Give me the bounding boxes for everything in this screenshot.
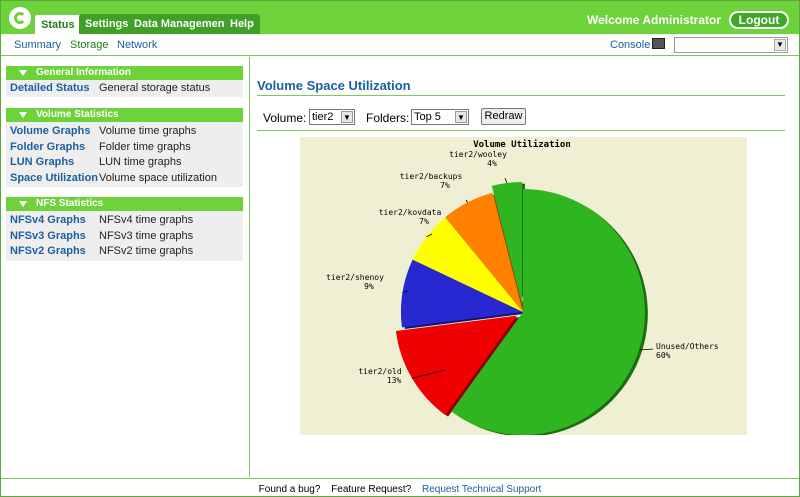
folders-select-value: Top 5 <box>414 111 441 123</box>
pie-leader-line <box>504 177 508 184</box>
sidebar-link-nfsv4-graphs[interactable]: NFSv4 Graphs <box>10 214 86 226</box>
sidebar-link-detailed-status[interactable]: Detailed Status <box>10 82 90 94</box>
pie-label: tier2/backups <box>400 172 463 181</box>
pie-label: tier2/kovdata <box>379 208 442 217</box>
sidebar-row: Detailed Status General storage status <box>6 80 243 96</box>
section-body-volume-statistics: Volume Graphs Volume time graphs Folder … <box>6 122 243 187</box>
sidebar-link-nfsv3-graphs[interactable]: NFSv3 Graphs <box>10 230 86 242</box>
section-header-general-information[interactable]: General Information <box>6 66 243 80</box>
sidebar-desc: NFSv3 time graphs <box>99 230 194 242</box>
sidebar-desc: LUN time graphs <box>99 156 182 168</box>
pie-percent-label: 4% <box>487 159 497 168</box>
subtab-summary[interactable]: Summary <box>14 39 62 51</box>
sidebar-row: Volume Graphs Volume time graphs <box>6 123 243 139</box>
sub-navigation: Summary Storage Network Console ▼ <box>1 34 799 56</box>
footer: Found a bug? Feature Request? Request Te… <box>0 484 800 495</box>
sidebar-desc: NFSv4 time graphs <box>99 214 194 226</box>
console-link[interactable]: Console <box>610 39 651 51</box>
section-header-nfs-statistics[interactable]: NFS Statistics <box>6 197 243 211</box>
folders-label: Folders: <box>366 111 410 125</box>
pie-slice-unused-others <box>451 189 645 435</box>
subtab-storage[interactable]: Storage <box>70 39 109 51</box>
footer-support-link[interactable]: Request Technical Support <box>422 484 542 495</box>
volume-label: Volume: <box>263 111 307 125</box>
page-title: Volume Space Utilization <box>257 78 411 93</box>
section-body-general-information: Detailed Status General storage status <box>6 80 243 97</box>
chevron-down-icon[interactable]: ▼ <box>774 39 786 51</box>
folders-select[interactable]: Top 5 ▼ <box>411 109 469 125</box>
chart-title: Volume Utilization <box>473 139 571 150</box>
redraw-button[interactable]: Redraw <box>481 108 526 125</box>
sidebar-link-nfsv2-graphs[interactable]: NFSv2 Graphs <box>10 245 86 257</box>
volume-select-value: tier2 <box>312 111 334 123</box>
section-body-nfs-statistics: NFSv4 Graphs NFSv4 time graphs NFSv3 Gra… <box>6 211 243 261</box>
collapse-triangle-icon[interactable] <box>19 112 27 118</box>
sidebar-row: NFSv2 Graphs NFSv2 time graphs <box>6 243 243 259</box>
pie-percent-label: 60% <box>656 351 671 360</box>
pie-slice-tier2-backups <box>445 192 523 312</box>
chevron-down-icon[interactable]: ▼ <box>341 111 353 123</box>
collapse-triangle-icon[interactable] <box>19 201 27 207</box>
footer-feature-text: Feature Request? <box>331 484 412 495</box>
sidebar-row: Space Utilization Volume space utilizati… <box>6 170 243 186</box>
pie-label: tier2/wooley <box>449 150 507 159</box>
volume-select[interactable]: tier2 ▼ <box>309 109 355 125</box>
sidebar-desc: Volume space utilization <box>99 172 218 184</box>
pie-leader-line <box>465 199 468 203</box>
sidebar-desc: General storage status <box>99 82 211 94</box>
pie-label: tier2/old <box>358 367 402 376</box>
pie-slice-tier2-old <box>395 315 517 416</box>
sidebar-desc: Folder time graphs <box>99 141 191 153</box>
top-header: Status Settings Data Management Help Wel… <box>1 1 799 35</box>
sidebar-link-volume-graphs[interactable]: Volume Graphs <box>10 125 91 137</box>
subtab-network[interactable]: Network <box>117 39 158 51</box>
console-select[interactable]: ▼ <box>674 37 788 53</box>
section-title: NFS Statistics <box>36 198 104 209</box>
pie-percent-label: 13% <box>387 376 402 385</box>
title-divider <box>257 95 785 96</box>
tab-data-management[interactable]: Data Management <box>128 14 235 35</box>
sidebar-link-folder-graphs[interactable]: Folder Graphs <box>10 141 86 153</box>
section-title: General Information <box>36 67 132 78</box>
sidebar-desc: Volume time graphs <box>99 125 197 137</box>
pie-label: Unused/Others <box>656 342 719 351</box>
section-header-volume-statistics[interactable]: Volume Statistics <box>6 108 243 122</box>
pie-leader-line <box>402 290 409 294</box>
pie-slice-tier2-kovdata <box>412 217 523 312</box>
console-icon[interactable] <box>652 38 665 49</box>
pie-leader-line <box>411 369 446 379</box>
sidebar-row: LUN Graphs LUN time graphs <box>6 154 243 170</box>
tab-help[interactable]: Help <box>224 14 260 35</box>
tab-status[interactable]: Status <box>34 14 82 35</box>
left-sidebar <box>1 57 250 477</box>
pie-slice-tier2-wooley <box>491 182 523 306</box>
pie-leader-line <box>426 233 433 237</box>
pie-percent-label: 7% <box>440 181 450 190</box>
tab-settings[interactable]: Settings <box>79 14 135 35</box>
pie-percent-label: 9% <box>364 282 374 291</box>
logo-icon <box>9 7 31 29</box>
collapse-triangle-icon[interactable] <box>19 70 27 76</box>
pie-label: tier2/shenoy <box>326 273 384 282</box>
welcome-text: Welcome Administrator <box>586 13 721 27</box>
section-title: Volume Statistics <box>36 109 119 120</box>
pie-slice-tier2-shenoy <box>401 259 523 328</box>
sidebar-row: NFSv4 Graphs NFSv4 time graphs <box>6 212 243 228</box>
sidebar-row: Folder Graphs Folder time graphs <box>6 139 243 155</box>
pie-percent-label: 7% <box>419 217 429 226</box>
volume-utilization-chart: Volume Utilization Unused/Others 60% tier2… <box>300 137 747 435</box>
footer-bug-text: Found a bug? <box>258 484 321 495</box>
pie-leader-line <box>639 348 654 351</box>
chevron-down-icon[interactable]: ▼ <box>455 111 467 123</box>
sidebar-desc: NFSv2 time graphs <box>99 245 194 257</box>
sidebar-link-space-utilization[interactable]: Space Utilization <box>10 172 99 184</box>
footer-divider <box>1 478 799 479</box>
sidebar-row: NFSv3 Graphs NFSv3 time graphs <box>6 228 243 244</box>
logout-button[interactable]: Logout <box>729 11 789 29</box>
controls-divider <box>257 130 785 131</box>
sidebar-link-lun-graphs[interactable]: LUN Graphs <box>10 156 75 168</box>
